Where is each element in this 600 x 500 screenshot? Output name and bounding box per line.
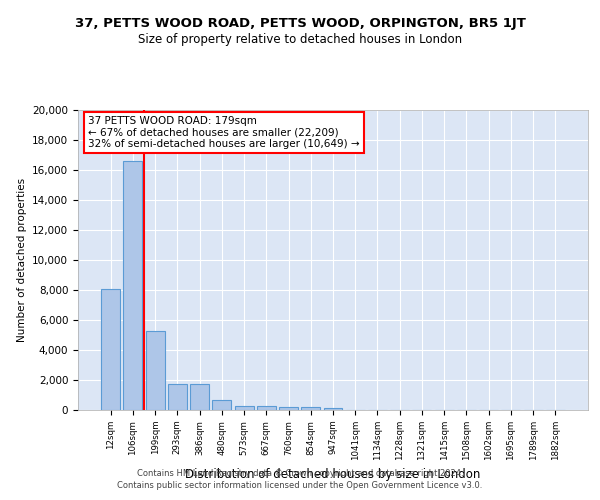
Text: Size of property relative to detached houses in London: Size of property relative to detached ho… <box>138 32 462 46</box>
X-axis label: Distribution of detached houses by size in London: Distribution of detached houses by size … <box>185 468 481 481</box>
Bar <box>124 161 142 410</box>
Bar <box>101 288 120 410</box>
Text: 37, PETTS WOOD ROAD, PETTS WOOD, ORPINGTON, BR5 1JT: 37, PETTS WOOD ROAD, PETTS WOOD, ORPINGT… <box>74 18 526 30</box>
Text: Contains HM Land Registry data © Crown copyright and database right 2024.: Contains HM Land Registry data © Crown c… <box>137 468 463 477</box>
Bar <box>235 406 254 410</box>
Text: 37 PETTS WOOD ROAD: 179sqm
← 67% of detached houses are smaller (22,209)
32% of : 37 PETTS WOOD ROAD: 179sqm ← 67% of deta… <box>88 116 360 149</box>
Y-axis label: Number of detached properties: Number of detached properties <box>17 178 26 342</box>
Bar <box>212 400 231 410</box>
Bar <box>279 407 298 410</box>
Bar <box>168 384 187 410</box>
Bar <box>146 330 164 410</box>
Bar <box>257 406 276 410</box>
Bar <box>190 384 209 410</box>
Text: Contains public sector information licensed under the Open Government Licence v3: Contains public sector information licen… <box>118 481 482 490</box>
Bar <box>301 408 320 410</box>
Bar <box>323 408 343 410</box>
